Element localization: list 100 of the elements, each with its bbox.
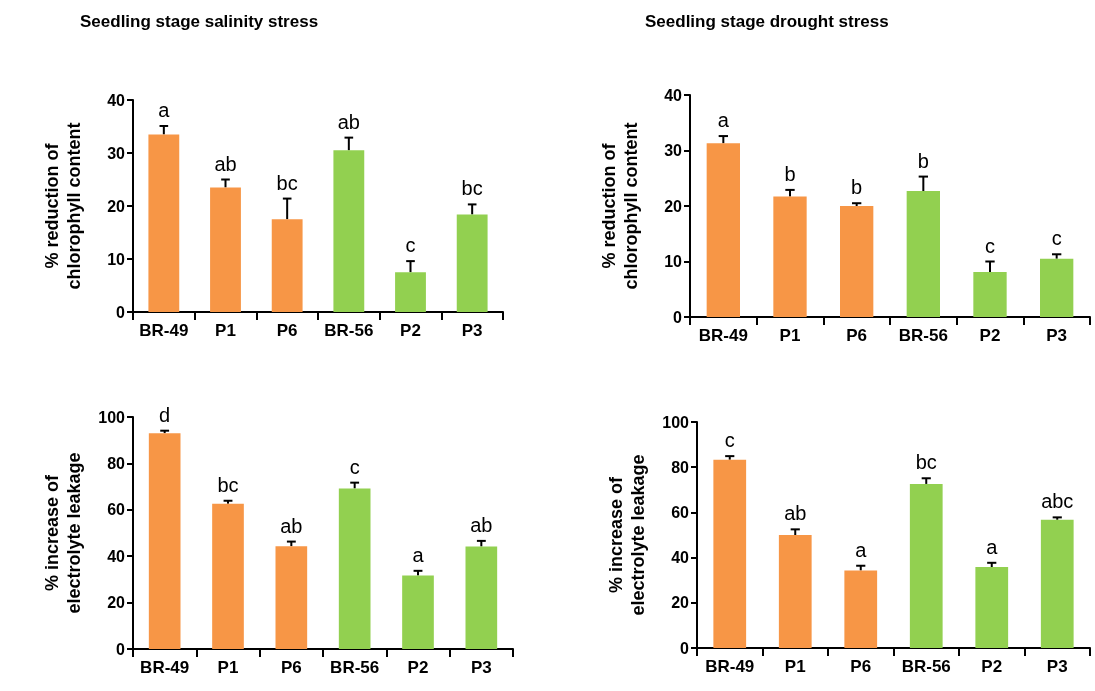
bar: [713, 459, 747, 648]
y-tick-label: 40: [664, 86, 683, 104]
annotation: c: [405, 234, 416, 257]
annotation: b: [784, 162, 796, 185]
annotation: a: [855, 538, 868, 561]
y-axis-title: % reduction of chlorophyll content: [599, 122, 641, 290]
y-tick-label: 0: [673, 308, 683, 326]
bar: [402, 575, 434, 649]
bar: [773, 196, 807, 317]
x-tick-label: P6: [280, 658, 302, 677]
annotation: abc: [1041, 490, 1074, 513]
y-tick-label: 30: [107, 144, 126, 162]
x-tick-label: BR-49: [698, 326, 748, 345]
x-tick-label: BR-56: [898, 326, 948, 345]
bar: [706, 143, 740, 317]
x-tick-label: P6: [846, 326, 868, 345]
x-tick-label: P3: [1046, 657, 1068, 676]
chart-title: Seedling stage drought stress: [645, 12, 889, 31]
x-tick-label: P1: [784, 657, 806, 676]
y-axis-title: % reduction of chlorophyll content: [42, 122, 84, 290]
annotation: bc: [461, 177, 483, 200]
x-tick-label: P6: [850, 657, 872, 676]
bar: [840, 206, 874, 317]
bar: [395, 272, 426, 312]
annotation: ab: [470, 513, 493, 536]
y-tick-label: 10: [664, 253, 683, 270]
y-tick-label: 20: [671, 594, 690, 612]
annotation: ab: [280, 514, 303, 537]
bar: [148, 134, 180, 312]
x-tick-label: P3: [461, 321, 483, 340]
annotation: bc: [276, 171, 298, 194]
y-tick-label: 100: [98, 408, 126, 426]
y-tick-label: 20: [664, 197, 683, 215]
y-tick-label: 0: [680, 639, 690, 657]
bar: [906, 191, 940, 317]
chart-title: Seedling stage salinity stress: [80, 12, 319, 31]
bar: [456, 214, 488, 312]
x-tick-label: P1: [215, 321, 236, 340]
annotation: ab: [337, 110, 360, 133]
x-tick-label: P2: [400, 321, 421, 340]
y-tick-label: 100: [662, 413, 690, 431]
x-tick-label: BR-56: [324, 321, 374, 340]
x-tick-label: BR-49: [139, 321, 189, 340]
annotation: ab: [784, 502, 807, 525]
y-tick-label: 80: [107, 454, 126, 472]
y-tick-label: 60: [671, 503, 690, 521]
y-axis-title: % increase of electrolyte leakage: [606, 454, 648, 616]
y-tick-label: 20: [107, 197, 126, 215]
bar: [1040, 258, 1074, 317]
bar: [271, 219, 303, 312]
y-tick-label: 40: [671, 549, 690, 567]
bar: [973, 272, 1007, 317]
bar: [778, 535, 812, 648]
bar: [275, 546, 308, 649]
bar: [909, 483, 943, 648]
x-tick-label: BR-56: [330, 658, 380, 677]
annotation: c: [1051, 227, 1062, 250]
x-tick-label: P1: [217, 658, 239, 677]
annotation: d: [159, 403, 171, 426]
bar: [844, 570, 878, 648]
annotation: a: [986, 535, 999, 558]
annotation: b: [917, 149, 929, 172]
bar: [333, 150, 365, 312]
y-tick-label: 40: [107, 91, 126, 109]
y-axis-title: % increase of electrolyte leakage: [42, 452, 84, 614]
x-tick-label: P2: [981, 657, 1003, 676]
y-tick-label: 80: [671, 458, 690, 476]
y-tick-label: 40: [107, 547, 126, 565]
y-tick-label: 0: [116, 640, 126, 658]
x-tick-label: P2: [979, 326, 1001, 345]
bar: [210, 187, 241, 312]
annotation: a: [717, 109, 730, 132]
x-tick-label: P1: [779, 326, 801, 345]
x-tick-label: P3: [470, 658, 492, 677]
y-tick-label: 20: [107, 594, 126, 612]
annotation: bc: [217, 473, 239, 496]
x-tick-label: P3: [1046, 326, 1068, 345]
annotation: ab: [214, 152, 237, 175]
annotation: c: [985, 234, 995, 257]
annotation: a: [412, 543, 425, 566]
bar: [1040, 519, 1074, 648]
bar: [212, 503, 244, 649]
x-tick-label: P2: [407, 658, 429, 677]
y-tick-label: 30: [664, 142, 683, 159]
annotation: bc: [915, 451, 937, 474]
y-tick-label: 60: [107, 501, 126, 519]
bar: [975, 567, 1009, 648]
bar: [338, 488, 371, 649]
y-tick-label: 10: [107, 250, 126, 268]
annotation: c: [724, 429, 735, 452]
annotation: a: [158, 98, 171, 121]
bar: [148, 433, 181, 649]
annotation: b: [851, 176, 863, 199]
bar: [465, 546, 498, 649]
y-tick-label: 0: [116, 303, 126, 321]
x-tick-label: P6: [276, 321, 298, 340]
annotation: c: [349, 455, 360, 478]
x-tick-label: BR-49: [140, 658, 190, 677]
x-tick-label: BR-56: [901, 657, 951, 676]
x-tick-label: BR-49: [705, 657, 755, 676]
